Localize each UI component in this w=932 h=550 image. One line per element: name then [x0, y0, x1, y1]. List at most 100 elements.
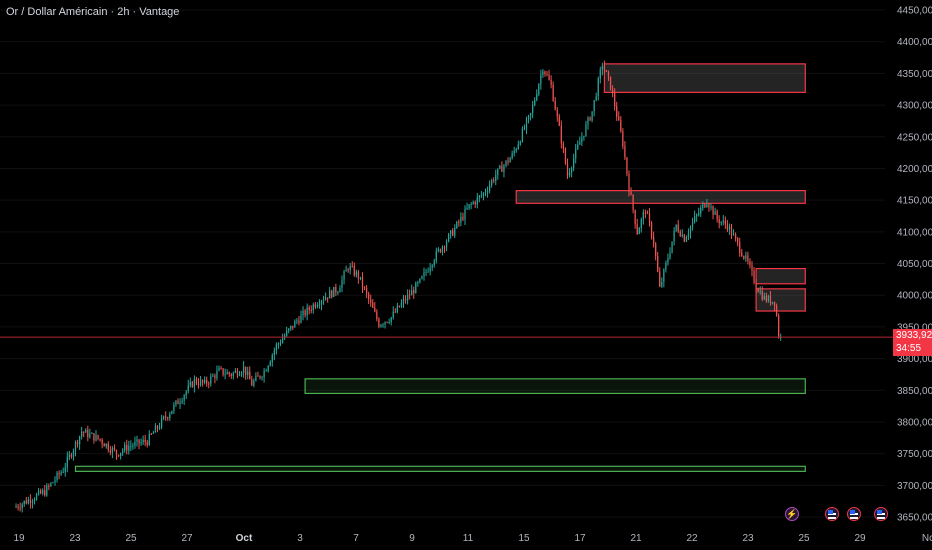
candle-up: [585, 124, 587, 136]
candle-down: [70, 454, 73, 457]
candle-up: [322, 300, 325, 302]
candle-up: [464, 208, 466, 220]
candle-down: [230, 374, 232, 377]
candle-up: [470, 203, 472, 205]
candle-up: [433, 260, 435, 266]
candle-down: [607, 71, 610, 77]
candle-down: [310, 309, 312, 311]
candle-down: [493, 180, 495, 182]
candle-up: [355, 271, 357, 276]
candle-up: [437, 249, 439, 251]
candle-down: [677, 224, 679, 232]
y-tick-label: 3850,00: [897, 386, 932, 397]
candle-up: [714, 211, 716, 215]
candle-up: [675, 224, 677, 231]
candle-up: [52, 482, 54, 484]
candle-down: [249, 371, 251, 380]
us-flag-icon[interactable]: [874, 507, 888, 521]
candle-up: [671, 241, 673, 253]
candle-up: [406, 294, 409, 301]
candle-up: [193, 378, 196, 388]
candle-down: [394, 311, 396, 313]
candle-up: [339, 288, 341, 293]
candle-up: [62, 471, 64, 473]
candle-up: [324, 297, 327, 301]
y-tick-label: 4400,00: [897, 37, 932, 48]
candle-up: [124, 444, 126, 451]
candle-down: [716, 211, 718, 220]
us-flag-icon[interactable]: [825, 507, 839, 521]
candle-down: [93, 433, 95, 441]
candle-up: [570, 167, 573, 173]
candle-down: [550, 80, 552, 85]
candle-down: [564, 148, 567, 164]
candle-up: [85, 429, 87, 433]
x-tick-label: 11: [463, 533, 474, 544]
candle-down: [734, 234, 737, 238]
candle-up: [472, 202, 474, 204]
candle-down: [626, 157, 628, 174]
candle-down: [191, 382, 193, 388]
candle-up: [521, 128, 524, 142]
candle-up: [689, 226, 692, 234]
supply-zone: [603, 63, 806, 93]
y-tick-label: 4350,00: [897, 69, 932, 80]
candle-down: [214, 375, 216, 379]
candle-down: [99, 438, 101, 440]
candle-down: [398, 305, 401, 307]
candle-down: [628, 173, 630, 192]
candle-up: [179, 402, 181, 405]
candle-up: [171, 410, 173, 415]
candle-down: [357, 271, 360, 279]
us-flag-icon[interactable]: [847, 507, 861, 521]
candle-up: [132, 445, 134, 447]
candle-down: [443, 246, 446, 248]
candle-up: [134, 441, 136, 446]
candle-down: [704, 204, 706, 208]
candle-down: [44, 490, 46, 496]
chart-title: Or / Dollar Américain · 2h · Vantage: [6, 6, 180, 18]
candle-up: [173, 404, 175, 411]
candle-up: [577, 144, 579, 149]
candle-down: [126, 444, 128, 451]
candle-up: [255, 375, 257, 381]
candle-down: [115, 449, 118, 455]
candle-down: [308, 307, 310, 310]
candle-up: [204, 379, 206, 383]
candle-up: [333, 286, 335, 297]
candle-up: [33, 499, 36, 502]
x-tick-label: 25: [798, 533, 810, 544]
candle-up: [595, 96, 597, 101]
candle-up: [306, 307, 308, 316]
candle-up: [388, 322, 390, 324]
candle-down: [165, 416, 167, 418]
candle-down: [386, 321, 388, 323]
candle-down: [683, 234, 685, 242]
candle-down: [724, 220, 726, 225]
candle-up: [538, 84, 540, 95]
candle-down: [753, 270, 755, 283]
x-tick-label: 17: [574, 533, 586, 544]
candle-up: [181, 400, 183, 403]
candle-up: [415, 282, 417, 294]
x-tick-label: 27: [181, 533, 193, 544]
candle-up: [163, 416, 165, 419]
candle-up: [390, 317, 392, 323]
candle-up: [148, 433, 150, 445]
candle-down: [737, 237, 739, 243]
candle-up: [491, 180, 493, 186]
candle-down: [775, 305, 778, 316]
candle-up: [279, 342, 282, 344]
candle-up: [130, 445, 132, 447]
candle-down: [107, 443, 109, 451]
candle-up: [253, 380, 255, 386]
candle-down: [644, 212, 647, 214]
candle-up: [68, 454, 70, 457]
candle-down: [618, 116, 620, 121]
candle-up: [265, 370, 267, 372]
candle-down: [40, 490, 42, 494]
candle-up: [74, 442, 77, 451]
lightning-icon[interactable]: ⚡: [785, 507, 799, 521]
candle-down: [562, 143, 565, 149]
